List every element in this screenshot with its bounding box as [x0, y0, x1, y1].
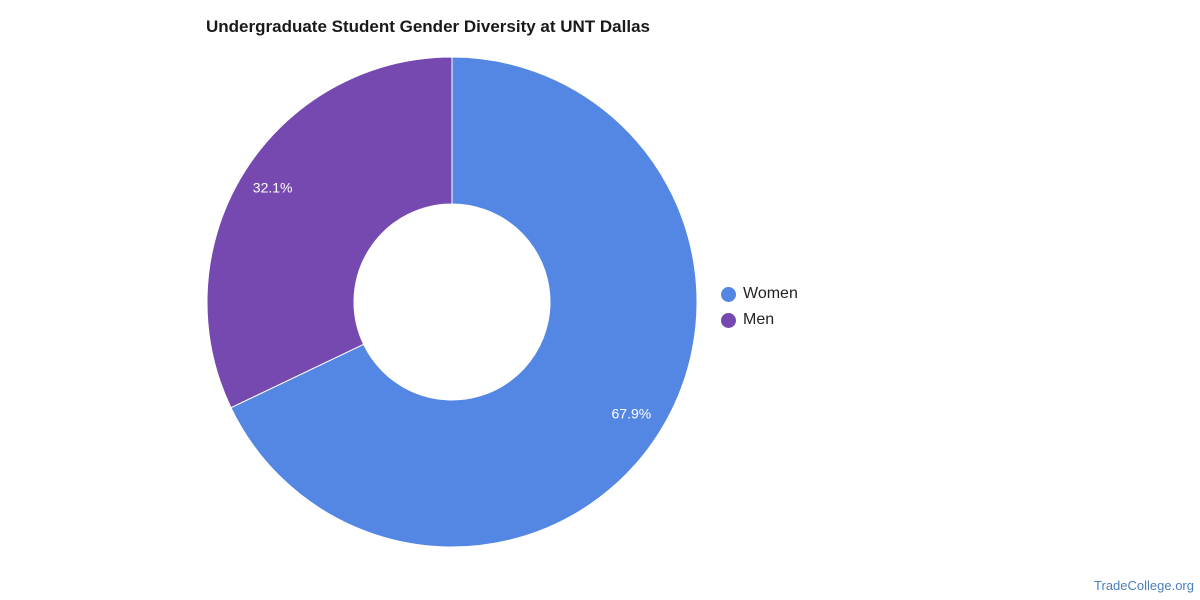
slice-label-women: 67.9%: [612, 406, 652, 422]
legend-swatch-men: [721, 312, 736, 328]
donut-slices: [206, 56, 698, 548]
slice-label-men: 32.1%: [253, 180, 293, 196]
donut-slice-women[interactable]: [230, 56, 698, 548]
slice-labels: 67.9% 32.1%: [253, 180, 651, 422]
legend-item-women[interactable]: Women: [721, 281, 798, 307]
site-watermark[interactable]: TradeCollege.org: [1094, 578, 1194, 593]
legend-swatch-women: [721, 286, 736, 302]
donut-slice-men[interactable]: [206, 56, 453, 409]
chart-legend: Women Men: [721, 281, 798, 333]
chart-title: Undergraduate Student Gender Diversity a…: [206, 17, 650, 36]
legend-label-men: Men: [743, 311, 775, 328]
legend-label-women: Women: [743, 285, 798, 302]
legend-item-men[interactable]: Men: [721, 307, 798, 333]
